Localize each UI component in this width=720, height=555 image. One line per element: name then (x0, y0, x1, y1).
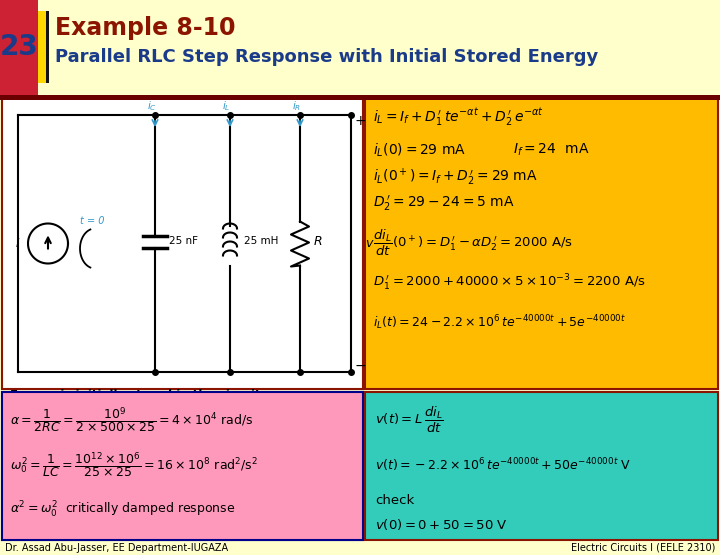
Text: due to i$_L$(0) and v$_C$(0): due to i$_L$(0) and v$_C$(0) (10, 405, 151, 421)
Bar (38, 11, 46, 83)
Text: check: check (375, 493, 414, 507)
Text: $i_L(0^+) = I_f + D_2^{\,\prime} = 29\ \mathrm{mA}$: $i_L(0^+) = I_f + D_2^{\,\prime} = 29\ \… (373, 166, 538, 188)
Text: di$_L$(0$^+$)/dt=50/0.025=2000 A/s: di$_L$(0$^+$)/dt=50/0.025=2000 A/s (10, 512, 212, 529)
Text: $\dfrac{di_L}{dt}(0^+) = D_1^{\,\prime} - \alpha D_2^{\,\prime} = 2000\ \mathrm{: $\dfrac{di_L}{dt}(0^+) = D_1^{\,\prime} … (373, 228, 573, 258)
Bar (2, 392, 363, 540)
Text: Electric Circuits I (EELE 2310): Electric Circuits I (EELE 2310) (571, 543, 715, 553)
Text: Initial the capacitor voltage is 50 V,: Initial the capacitor voltage is 50 V, (10, 461, 246, 473)
Text: Initially the inductor current is 29 mA,: Initially the inductor current is 29 mA, (10, 425, 265, 437)
Text: t = 0: t = 0 (80, 215, 104, 225)
Text: $\alpha^2 = \omega_0^2\ $ critically damped response: $\alpha^2 = \omega_0^2\ $ critically dam… (10, 500, 235, 520)
Text: $i_L(0) = 29\ \mathrm{mA}$: $i_L(0) = 29\ \mathrm{mA}$ (373, 142, 466, 159)
Text: +: + (355, 114, 366, 128)
Text: $i_L(t) = 24 - 2.2\times10^6\,te^{-40000t} + 5e^{-40000t}$: $i_L(t) = 24 - 2.2\times10^6\,te^{-40000… (373, 314, 626, 332)
Text: 25 mH: 25 mH (244, 236, 279, 246)
Text: $i_C$: $i_C$ (147, 99, 157, 113)
Bar (2, 97, 363, 389)
Text: v: v (365, 237, 372, 250)
Text: $v(t) = L\,\dfrac{di_L}{dt}$: $v(t) = L\,\dfrac{di_L}{dt}$ (375, 405, 444, 435)
Text: Dr. Assad Abu-Jasser, EE Department-IUGAZA: Dr. Assad Abu-Jasser, EE Department-IUGA… (5, 543, 228, 553)
Bar (365, 392, 718, 540)
Text: The value v=Ldi$_L$(0$^+$)/dt=50, therefore: The value v=Ldi$_L$(0$^+$)/dt=50, theref… (10, 495, 268, 512)
Text: $v(t) = -2.2\times10^6\,te^{-40000t} + 50e^{-40000t}\ \mathrm{V}$: $v(t) = -2.2\times10^6\,te^{-40000t} + 5… (375, 456, 631, 474)
Text: therefore i$_L$(0$^+$) equals 29 mA: therefore i$_L$(0$^+$) equals 29 mA (10, 440, 210, 458)
Text: Example 8-10: Example 8-10 (55, 16, 235, 40)
Text: Energy is initially stored in the circuit: Energy is initially stored in the circui… (10, 388, 261, 401)
Text: $v(0) = 0 + 50 = 50\ \mathrm{V}$: $v(0) = 0 + 50 = 50\ \mathrm{V}$ (375, 517, 508, 532)
Text: $\alpha = \dfrac{1}{2RC} = \dfrac{10^9}{2\times500\times25} = 4\times10^4\ \math: $\alpha = \dfrac{1}{2RC} = \dfrac{10^9}{… (10, 405, 253, 435)
Bar (0, 95, 720, 100)
Text: $i_L$: $i_L$ (222, 99, 230, 113)
Text: $D_2^{\,\prime} = 29 - 24 = 5\ \mathrm{mA}$: $D_2^{\,\prime} = 29 - 24 = 5\ \mathrm{m… (373, 193, 515, 213)
Text: $i_L = I_f + D_1^{\,\prime}\,te^{-\alpha t} + D_2^{\,\prime}\,e^{-\alpha t}$: $i_L = I_f + D_1^{\,\prime}\,te^{-\alpha… (373, 106, 544, 128)
Text: I: I (16, 237, 19, 250)
Text: $i_R$: $i_R$ (292, 99, 301, 113)
Text: therefore v$_C$(0$^+$) equals 50 V: therefore v$_C$(0$^+$) equals 50 V (10, 476, 204, 494)
Bar (2, 392, 363, 540)
Text: −: − (355, 359, 366, 373)
Text: $D_1^{\,\prime} = 2000 + 40000\times5\times10^{-3} = 2200\ \mathrm{A/s}$: $D_1^{\,\prime} = 2000 + 40000\times5\ti… (373, 273, 646, 293)
Bar (365, 97, 718, 389)
Text: R: R (314, 235, 323, 248)
Text: $\omega_0^2 = \dfrac{1}{LC} = \dfrac{10^{12}\times10^6}{25\times25} = 16\times10: $\omega_0^2 = \dfrac{1}{LC} = \dfrac{10^… (10, 450, 258, 480)
Text: $I_f = 24\ \ \mathrm{mA}$: $I_f = 24\ \ \mathrm{mA}$ (513, 142, 590, 158)
Bar (46, 11, 49, 83)
Text: 23: 23 (0, 33, 38, 61)
Text: Parallel RLC Step Response with Initial Stored Energy: Parallel RLC Step Response with Initial … (55, 48, 598, 66)
Bar (0, 0, 38, 95)
Text: 25 nF: 25 nF (169, 236, 198, 246)
